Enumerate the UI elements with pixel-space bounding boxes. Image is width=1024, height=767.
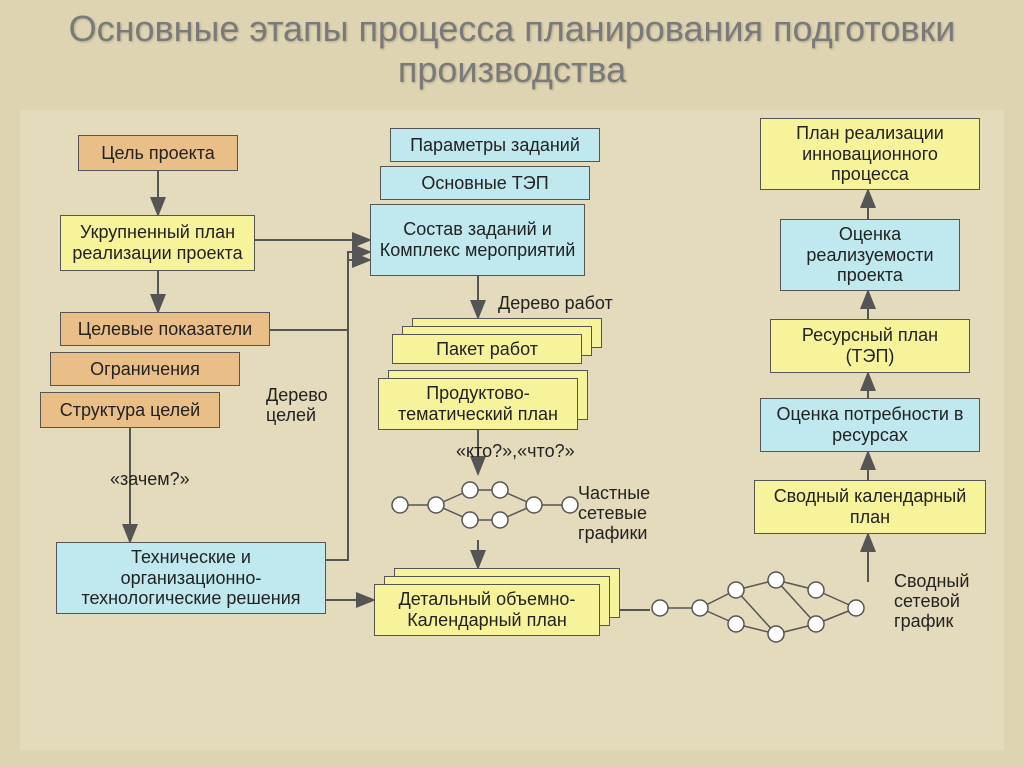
- box-prod: Продуктово-тематический план: [378, 378, 578, 430]
- box-params_bg: Параметры заданий: [390, 128, 600, 162]
- box-targets: Целевые показатели: [60, 312, 270, 346]
- box-tep_bg: Основные ТЭП: [380, 166, 590, 200]
- box-constr: Ограничения: [50, 352, 240, 386]
- box-sostav: Состав заданий и Комплекс мероприятий: [370, 204, 585, 276]
- label-l_svod_graf: Сводный сетевой график: [894, 572, 1004, 631]
- box-pak: Пакет работ: [392, 334, 582, 364]
- box-plan_real: План реализации инновационного процесса: [760, 118, 980, 190]
- box-tech: Технические и организационно-технологиче…: [56, 542, 326, 614]
- box-ocenka_potr: Оценка потребности в ресурсах: [760, 398, 980, 452]
- box-det: Детальный объемно-Календарный план: [374, 584, 600, 636]
- box-enlarged: Укрупненный план реализации проекта: [60, 215, 255, 271]
- label-l_zachem: «зачем?»: [110, 470, 200, 490]
- box-struct: Структура целей: [40, 392, 220, 428]
- label-l_derevo_rabot: Дерево работ: [498, 294, 638, 314]
- page-title: Основные этапы процесса планирования под…: [0, 8, 1024, 91]
- label-l_kto_chto: «кто?»,«что?»: [456, 442, 606, 462]
- box-ocenka_real: Оценка реализуемости проекта: [780, 219, 960, 291]
- label-l_chastnye: Частные сетевые графики: [578, 484, 698, 543]
- box-svod: Сводный календарный план: [754, 480, 986, 534]
- label-l_derevo_celej: Дерево целей: [266, 386, 346, 426]
- box-goal: Цель проекта: [78, 135, 238, 171]
- box-res_plan: Ресурсный план (ТЭП): [770, 319, 970, 373]
